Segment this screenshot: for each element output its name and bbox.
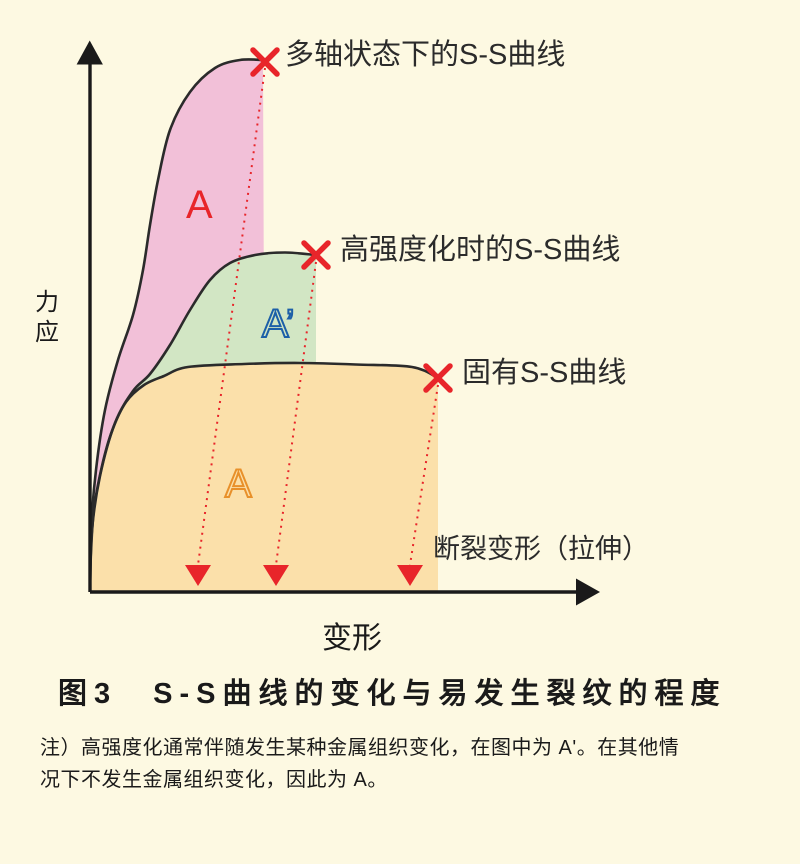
svg-text:A’: A’: [262, 302, 295, 346]
svg-text:高强度化时的S-S曲线: 高强度化时的S-S曲线: [340, 233, 620, 266]
svg-text:力: 力: [35, 289, 59, 316]
svg-text:多轴状态下的S-S曲线: 多轴状态下的S-S曲线: [285, 38, 565, 71]
svg-text:断裂变形（拉伸）: 断裂变形（拉伸）: [433, 534, 649, 564]
svg-text:应: 应: [35, 319, 59, 346]
svg-text:A: A: [186, 183, 213, 227]
svg-text:固有S-S曲线: 固有S-S曲线: [462, 356, 626, 389]
svg-text:A: A: [225, 462, 252, 506]
svg-text:变形: 变形: [322, 622, 382, 655]
